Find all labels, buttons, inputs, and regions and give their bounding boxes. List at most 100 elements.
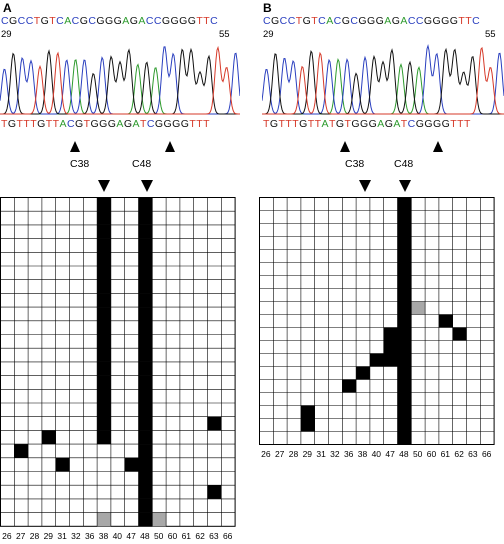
base-letter: T bbox=[45, 118, 53, 130]
read-sequence: TGTTTGTTACGTGGGAGATCGGGGTTT bbox=[1, 118, 210, 130]
methylated-cell bbox=[397, 431, 412, 445]
c38-down-arrow bbox=[359, 180, 371, 192]
base-letter: G bbox=[163, 118, 173, 130]
methylated-cell bbox=[452, 327, 467, 341]
ambiguous-cell bbox=[97, 512, 111, 527]
methylated-cell bbox=[97, 320, 111, 335]
column-label: 61 bbox=[181, 530, 192, 541]
base-letter: G bbox=[37, 118, 46, 130]
methylated-cell bbox=[383, 340, 398, 354]
base-letter: T bbox=[465, 15, 473, 27]
methylated-cell bbox=[97, 307, 111, 321]
base-letter: G bbox=[335, 118, 345, 130]
base-letter: C bbox=[153, 15, 162, 27]
reference-sequence: CGCCTGTCACGCGGGAGACCGGGGTTC bbox=[1, 15, 218, 27]
column-label: 27 bbox=[274, 449, 285, 459]
base-letter: A bbox=[122, 15, 130, 27]
base-letter: G bbox=[368, 118, 378, 130]
column-label: 66 bbox=[222, 530, 233, 541]
methylated-cell bbox=[397, 210, 412, 224]
ambiguous-cell bbox=[411, 301, 426, 315]
base-letter: C bbox=[333, 15, 342, 27]
column-label: 27 bbox=[15, 530, 26, 541]
methylated-cell bbox=[397, 236, 412, 250]
column-label: 48 bbox=[399, 449, 409, 459]
c48-down-arrow bbox=[141, 180, 153, 192]
base-letter: T bbox=[33, 15, 41, 27]
methylated-cell bbox=[397, 288, 412, 302]
methylated-cell bbox=[97, 348, 111, 362]
methylated-cell bbox=[397, 262, 412, 276]
base-letter: C bbox=[88, 15, 97, 27]
reference-end: 55 bbox=[219, 29, 230, 40]
methylated-cell bbox=[138, 211, 153, 225]
methylated-cell bbox=[97, 252, 111, 266]
base-letter: C bbox=[287, 15, 296, 27]
column-label: 29 bbox=[302, 449, 313, 459]
base-letter: T bbox=[23, 118, 31, 130]
base-letter: A bbox=[377, 118, 385, 130]
methylated-cell bbox=[138, 224, 153, 239]
base-letter: G bbox=[299, 118, 308, 130]
reference-start: 29 bbox=[263, 29, 274, 40]
methylated-cell bbox=[138, 471, 153, 486]
base-letter: T bbox=[311, 15, 319, 27]
methylated-cell bbox=[97, 375, 111, 390]
column-label: 31 bbox=[316, 449, 326, 459]
base-letter: G bbox=[107, 118, 117, 130]
chromatogram bbox=[262, 44, 504, 115]
methylated-cell bbox=[97, 266, 111, 280]
methylation-grid bbox=[0, 197, 236, 527]
trace-g bbox=[0, 47, 240, 115]
read-sequence: TGTTTGTTATGTGGGAGATCGGGGTTT bbox=[263, 118, 471, 130]
column-label: 47 bbox=[385, 449, 395, 459]
methylated-cell bbox=[369, 353, 384, 367]
base-letter: T bbox=[314, 118, 322, 130]
base-letter: T bbox=[295, 15, 303, 27]
base-letter: C bbox=[146, 118, 155, 130]
c38-down-arrow bbox=[98, 180, 110, 192]
methylated-cell bbox=[300, 418, 315, 432]
base-letter: G bbox=[359, 118, 369, 130]
column-label: 29 bbox=[43, 530, 54, 541]
methylated-cell bbox=[397, 340, 412, 354]
base-letter: A bbox=[116, 118, 124, 130]
base-letter: C bbox=[71, 15, 80, 27]
methylated-cell bbox=[138, 361, 153, 376]
column-label: 32 bbox=[71, 530, 81, 541]
methylated-cell bbox=[97, 361, 111, 376]
column-label: 50 bbox=[153, 530, 164, 541]
c48-down-arrow bbox=[399, 180, 411, 192]
base-letter: G bbox=[113, 15, 123, 27]
methylated-cell bbox=[397, 249, 412, 263]
column-label: 38 bbox=[98, 530, 109, 541]
base-letter: G bbox=[367, 15, 376, 27]
base-letter: T bbox=[307, 118, 315, 130]
methylated-cell bbox=[138, 348, 153, 362]
base-letter: C bbox=[56, 15, 65, 27]
methylated-cell bbox=[97, 403, 111, 417]
base-letter: A bbox=[138, 15, 146, 27]
base-letter: T bbox=[263, 118, 270, 130]
base-letter: G bbox=[172, 118, 181, 130]
column-label: 31 bbox=[57, 530, 67, 541]
base-letter: T bbox=[83, 118, 91, 130]
column-label: 60 bbox=[426, 449, 437, 459]
trace-c bbox=[262, 44, 504, 115]
c48-label: C48 bbox=[132, 158, 152, 170]
base-letter: G bbox=[423, 15, 433, 27]
base-letter: G bbox=[432, 15, 442, 27]
base-letter: G bbox=[75, 118, 84, 130]
methylated-cell bbox=[97, 238, 111, 253]
methylated-cell bbox=[207, 416, 222, 431]
methylated-cell bbox=[97, 430, 111, 445]
base-letter: A bbox=[132, 118, 140, 130]
base-letter: G bbox=[341, 15, 351, 27]
base-letter: T bbox=[463, 118, 471, 130]
base-letter: A bbox=[326, 15, 334, 27]
methylated-cell bbox=[138, 498, 153, 513]
trace-t bbox=[262, 46, 504, 115]
column-label: 66 bbox=[481, 449, 492, 459]
methylated-cell bbox=[138, 238, 153, 253]
base-letter: G bbox=[9, 15, 18, 27]
